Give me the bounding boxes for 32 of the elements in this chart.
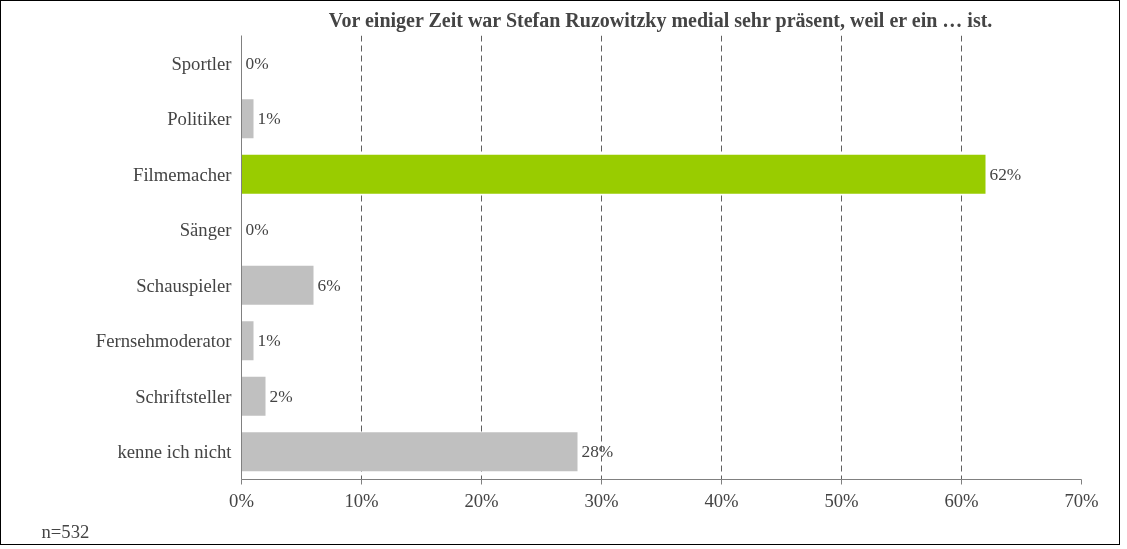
y-tick-label: Filmemacher	[133, 163, 233, 185]
data-label: 6%	[317, 275, 341, 295]
data-label: 62%	[989, 164, 1022, 184]
y-tick-label: kenne ich nicht	[117, 441, 233, 463]
y-tick-label: Sänger	[179, 219, 233, 241]
bar	[241, 154, 986, 194]
data-label: 1%	[257, 109, 281, 129]
x-tick-label: 0%	[229, 489, 254, 511]
data-label: 28%	[581, 442, 614, 462]
bar	[241, 321, 254, 361]
y-tick-label: Fernsehmoderator	[95, 330, 233, 352]
x-tick-label: 70%	[1064, 489, 1099, 511]
x-tick-label: 30%	[584, 489, 619, 511]
x-tick-label: 10%	[344, 489, 379, 511]
bar	[241, 265, 314, 305]
bar	[241, 376, 266, 416]
data-label: 2%	[269, 386, 293, 406]
data-label: 0%	[245, 53, 269, 73]
x-tick-label: 60%	[944, 489, 979, 511]
bar	[241, 99, 254, 139]
x-tick-label: 20%	[464, 489, 499, 511]
chart-title: Vor einiger Zeit war Stefan Ruzowitzky medial sehr präsent, weil er ein … ist.	[328, 8, 993, 32]
bar	[241, 432, 578, 472]
x-tick-label: 50%	[824, 489, 859, 511]
data-label: 1%	[257, 331, 281, 351]
y-tick-label: Politiker	[167, 108, 233, 130]
text: n=532	[41, 520, 90, 542]
x-tick-label: 40%	[704, 489, 739, 511]
data-label: 0%	[245, 220, 269, 240]
y-tick-label: Sportler	[171, 52, 233, 74]
y-tick-label: Schauspieler	[136, 274, 233, 296]
y-tick-label: Schriftsteller	[135, 385, 233, 407]
